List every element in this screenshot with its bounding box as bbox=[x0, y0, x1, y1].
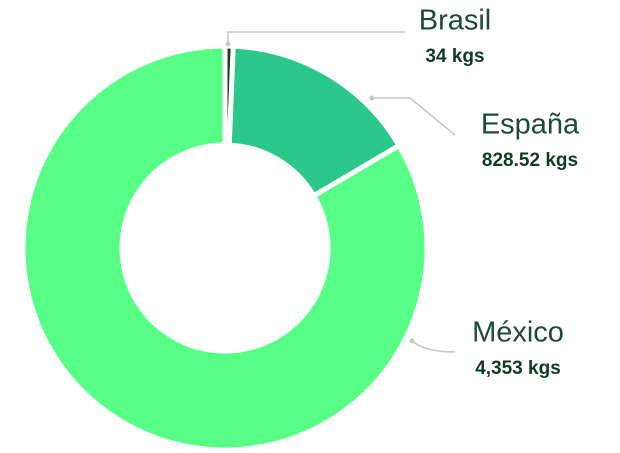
leader-dot bbox=[409, 338, 415, 344]
slice-label: España bbox=[481, 109, 580, 141]
leader-dot bbox=[369, 95, 375, 101]
value-label: 828.52 kgs bbox=[482, 150, 578, 171]
leader-line bbox=[227, 31, 405, 44]
leader-dot bbox=[225, 41, 231, 47]
donut-slice bbox=[226, 43, 402, 199]
slices bbox=[20, 43, 430, 453]
slice-label: México bbox=[472, 317, 564, 349]
slice-label: Brasil bbox=[419, 5, 492, 37]
donut-slice bbox=[20, 43, 430, 453]
labels: Brasil 34 kgs España 828.52 kgs México 4,353 … bbox=[225, 5, 580, 379]
value-label: 34 kgs bbox=[425, 46, 484, 67]
leader-line bbox=[372, 97, 456, 136]
value-label: 4,353 kgs bbox=[475, 358, 561, 379]
leader-line bbox=[411, 340, 456, 353]
